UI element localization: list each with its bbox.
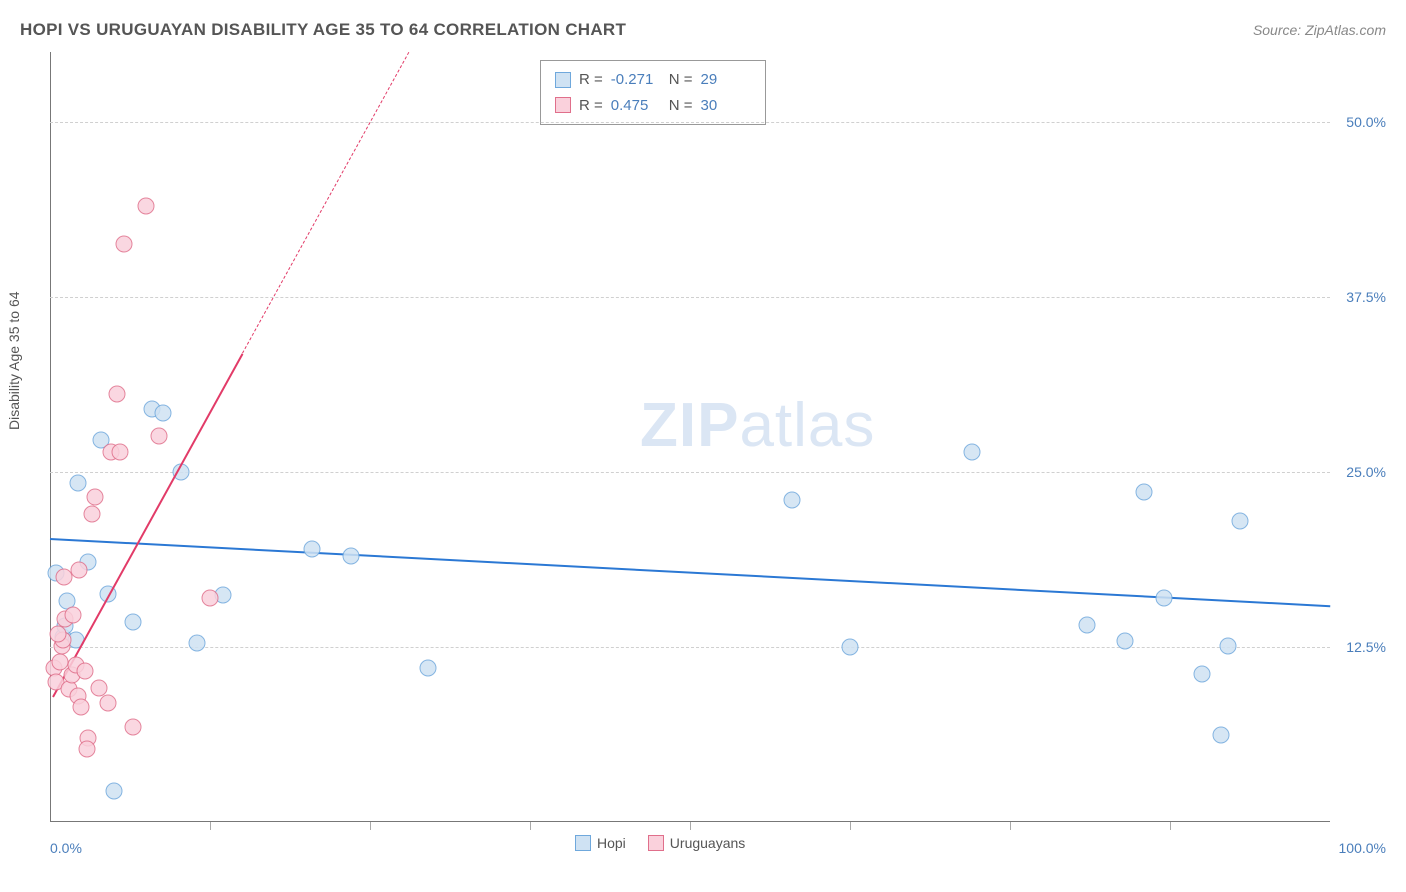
legend-swatch bbox=[648, 835, 664, 851]
data-point-hopi bbox=[125, 613, 142, 630]
data-point-hopi bbox=[1213, 727, 1230, 744]
chart-source: Source: ZipAtlas.com bbox=[1253, 22, 1386, 38]
gridline-h bbox=[50, 122, 1330, 123]
data-point-uruguayans bbox=[71, 562, 88, 579]
gridline-h bbox=[50, 297, 1330, 298]
x-tick bbox=[370, 822, 371, 830]
data-point-uruguayans bbox=[84, 506, 101, 523]
y-tick-label: 25.0% bbox=[1346, 464, 1386, 480]
y-axis-label: Disability Age 35 to 64 bbox=[6, 291, 22, 430]
data-point-hopi bbox=[154, 405, 171, 422]
data-point-uruguayans bbox=[99, 695, 116, 712]
data-point-hopi bbox=[342, 548, 359, 565]
x-tick bbox=[1010, 822, 1011, 830]
legend-stats-row-uruguayans: R = 0.475 N = 30 bbox=[555, 93, 751, 119]
data-point-uruguayans bbox=[86, 489, 103, 506]
data-point-uruguayans bbox=[116, 235, 133, 252]
data-point-hopi bbox=[106, 783, 123, 800]
data-point-uruguayans bbox=[49, 626, 66, 643]
gridline-h bbox=[50, 647, 1330, 648]
data-point-uruguayans bbox=[72, 699, 89, 716]
legend-swatch bbox=[575, 835, 591, 851]
n-value: 30 bbox=[701, 93, 751, 119]
data-point-uruguayans bbox=[112, 444, 129, 461]
data-point-uruguayans bbox=[150, 427, 167, 444]
bottom-legend: Hopi Uruguayans bbox=[575, 835, 745, 851]
data-point-hopi bbox=[784, 492, 801, 509]
data-point-hopi bbox=[1078, 616, 1095, 633]
data-point-hopi bbox=[1136, 483, 1153, 500]
x-tick-label: 100.0% bbox=[1339, 840, 1386, 856]
y-tick-label: 12.5% bbox=[1346, 639, 1386, 655]
data-point-uruguayans bbox=[65, 606, 82, 623]
plot-area bbox=[50, 52, 1330, 822]
r-label: R = bbox=[579, 93, 603, 119]
data-point-uruguayans bbox=[108, 385, 125, 402]
r-value: 0.475 bbox=[611, 93, 661, 119]
x-tick bbox=[690, 822, 691, 830]
bottom-legend-item-hopi: Hopi bbox=[575, 835, 626, 851]
data-point-hopi bbox=[963, 444, 980, 461]
legend-series-name: Uruguayans bbox=[670, 835, 746, 851]
data-point-uruguayans bbox=[56, 569, 73, 586]
legend-swatch bbox=[555, 97, 571, 113]
data-point-uruguayans bbox=[76, 662, 93, 679]
data-point-uruguayans bbox=[138, 198, 155, 215]
x-tick bbox=[850, 822, 851, 830]
data-point-uruguayans bbox=[202, 590, 219, 607]
legend-stats-row-hopi: R = -0.271 N = 29 bbox=[555, 67, 751, 93]
data-point-uruguayans bbox=[125, 718, 142, 735]
x-tick bbox=[1170, 822, 1171, 830]
legend-series-name: Hopi bbox=[597, 835, 626, 851]
x-tick bbox=[530, 822, 531, 830]
data-point-hopi bbox=[1155, 590, 1172, 607]
data-point-hopi bbox=[1117, 633, 1134, 650]
legend-stats-box: R = -0.271 N = 29 R = 0.475 N = 30 bbox=[540, 60, 766, 125]
data-point-hopi bbox=[1219, 637, 1236, 654]
x-tick bbox=[210, 822, 211, 830]
data-point-hopi bbox=[304, 541, 321, 558]
y-tick-label: 37.5% bbox=[1346, 289, 1386, 305]
data-point-hopi bbox=[1194, 665, 1211, 682]
data-point-hopi bbox=[842, 639, 859, 656]
gridline-h bbox=[50, 472, 1330, 473]
data-point-hopi bbox=[189, 634, 206, 651]
chart-title: HOPI VS URUGUAYAN DISABILITY AGE 35 TO 6… bbox=[20, 20, 626, 40]
r-value: -0.271 bbox=[611, 67, 661, 93]
chart-header: HOPI VS URUGUAYAN DISABILITY AGE 35 TO 6… bbox=[20, 20, 1386, 40]
n-label: N = bbox=[669, 93, 693, 119]
x-tick-label: 0.0% bbox=[50, 840, 82, 856]
n-label: N = bbox=[669, 67, 693, 93]
legend-swatch bbox=[555, 72, 571, 88]
r-label: R = bbox=[579, 67, 603, 93]
n-value: 29 bbox=[701, 67, 751, 93]
bottom-legend-item-uruguayans: Uruguayans bbox=[648, 835, 746, 851]
data-point-hopi bbox=[1232, 513, 1249, 530]
data-point-uruguayans bbox=[79, 741, 96, 758]
data-point-hopi bbox=[70, 475, 87, 492]
y-tick-label: 50.0% bbox=[1346, 114, 1386, 130]
data-point-uruguayans bbox=[90, 679, 107, 696]
data-point-hopi bbox=[419, 660, 436, 677]
